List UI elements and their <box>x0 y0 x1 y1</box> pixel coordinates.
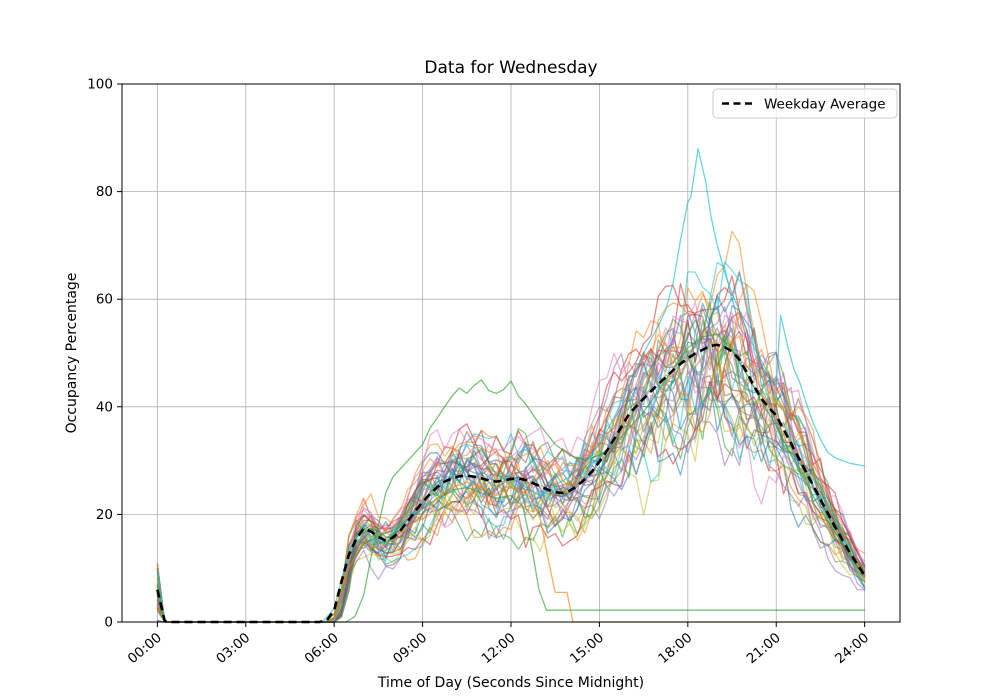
y-tick-label: 80 <box>96 184 113 200</box>
legend: Weekday Average <box>712 88 898 119</box>
day-series-line-evening-outlier-peak-88 <box>156 147 866 623</box>
y-tick-label: 20 <box>96 507 113 523</box>
x-tick-label: 03:00 <box>213 630 253 667</box>
chart-title: Data for Wednesday <box>424 58 597 78</box>
legend-frame <box>712 88 898 119</box>
x-tick-label: 21:00 <box>744 630 784 667</box>
x-axis-label: Time of Day (Seconds Since Midnight) <box>377 675 644 691</box>
y-tick-label: 100 <box>87 77 113 93</box>
x-tick-label: 12:00 <box>478 630 518 667</box>
y-axis-label: Occupancy Percentage <box>64 273 80 434</box>
x-tick-label: 00:00 <box>125 630 165 667</box>
x-tick-label: 06:00 <box>302 630 342 667</box>
average-series-layer <box>156 343 866 624</box>
day-series-line-dropout-to-0-at-14 <box>156 481 866 623</box>
y-tick-label: 0 <box>104 615 113 631</box>
y-tick-label: 60 <box>96 292 113 308</box>
legend-entry-label: Weekday Average <box>764 97 886 113</box>
y-tick-label: 40 <box>96 399 113 415</box>
x-tick-label: 24:00 <box>832 630 872 667</box>
x-tick-label: 09:00 <box>390 630 430 667</box>
x-tick-label: 18:00 <box>655 630 695 667</box>
day-series-layer <box>156 147 866 623</box>
weekday-average-line <box>156 343 866 624</box>
x-tick-label: 15:00 <box>567 630 607 667</box>
